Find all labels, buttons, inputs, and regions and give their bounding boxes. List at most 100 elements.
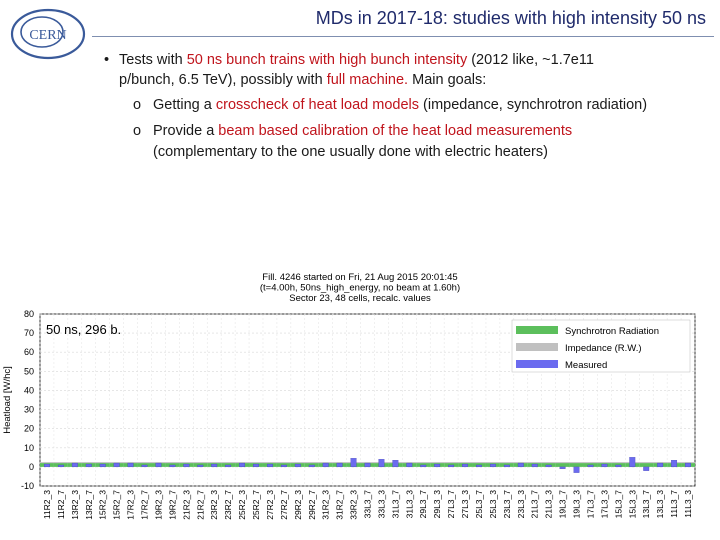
bar-impedance — [360, 462, 375, 464]
bar-impedance — [653, 462, 668, 464]
bar-measured — [420, 464, 427, 468]
bar-impedance — [569, 462, 584, 464]
x-tick-label: 21R2_3 — [181, 490, 191, 520]
bar-impedance — [221, 462, 236, 464]
bar-impedance — [290, 462, 305, 464]
bar-measured — [169, 464, 176, 468]
bar-impedance — [318, 462, 333, 464]
chart-annotation: 50 ns, 296 b. — [46, 322, 121, 337]
bar-impedance — [513, 462, 528, 464]
x-tick-label: 25R2_7 — [251, 490, 261, 520]
x-tick-label: 21R2_7 — [195, 490, 205, 520]
bar-impedance — [151, 462, 166, 464]
bar-impedance — [81, 462, 96, 464]
bar-measured — [197, 464, 204, 468]
bar-measured — [657, 462, 664, 468]
bar-measured — [336, 462, 343, 468]
bar-impedance — [639, 462, 654, 464]
bar-impedance — [583, 462, 598, 464]
bar-impedance — [137, 462, 152, 464]
bar-impedance — [40, 462, 54, 464]
sub-bullet-marker-1: o — [133, 97, 142, 113]
x-tick-label: 25R2_3 — [237, 490, 247, 520]
bar-measured — [545, 464, 552, 468]
bar-measured — [615, 464, 622, 468]
x-tick-label: 19R2_7 — [167, 490, 177, 520]
x-tick-label: 13R2_3 — [70, 490, 80, 520]
bar-impedance — [304, 462, 319, 464]
bar-measured — [44, 463, 50, 468]
bar-measured — [364, 462, 371, 468]
bar-measured — [211, 463, 218, 468]
bar-impedance — [67, 462, 82, 464]
bullet-line-1: Tests with 50 ns bunch trains with high … — [119, 50, 594, 70]
bullet-text-2: (2012 like, ~1.7e11 — [467, 52, 594, 68]
bar-impedance — [207, 462, 222, 464]
x-tick-label: 21L3_3 — [544, 490, 554, 519]
bar-measured — [462, 463, 468, 468]
sub2-text-1: Provide a — [153, 123, 219, 139]
y-tick-label: 70 — [24, 328, 34, 338]
bar-measured — [267, 463, 273, 468]
y-tick-label: -10 — [21, 481, 34, 491]
bar-impedance — [541, 462, 556, 464]
y-tick-label: 20 — [24, 424, 34, 434]
x-tick-label: 27R2_3 — [265, 490, 275, 520]
bar-measured — [517, 462, 524, 468]
x-tick-label: 25L3_3 — [488, 490, 498, 519]
x-tick-label: 33L3_7 — [363, 490, 373, 519]
x-tick-label: 11R2_3 — [42, 490, 52, 519]
bar-measured — [155, 462, 162, 468]
bar-impedance — [179, 462, 194, 464]
title-divider — [92, 36, 714, 37]
bar-impedance — [332, 462, 347, 464]
x-tick-label: 29R2_7 — [307, 490, 317, 520]
x-tick-label: 29L3_7 — [418, 490, 428, 519]
bar-measured — [448, 464, 455, 468]
x-tick-label: 13L3_7 — [641, 490, 651, 519]
bar-impedance — [165, 462, 180, 464]
bar-impedance — [402, 462, 417, 464]
bar-measured — [573, 466, 580, 473]
bar-impedance — [109, 462, 124, 464]
bullet-highlight-1: 50 ns bunch trains with high bunch inten… — [186, 52, 468, 68]
sub-bullet-2: Provide a beam based calibration of the … — [153, 121, 572, 141]
legend-label: Impedance (R.W.) — [565, 343, 642, 354]
bar-impedance — [444, 462, 459, 464]
x-tick-label: 29L3_3 — [432, 490, 442, 519]
x-tick-label: 27R2_7 — [279, 490, 289, 520]
x-tick-label: 23R2_3 — [209, 490, 219, 520]
heatload-chart: Fill. 4246 started on Fri, 21 Aug 2015 2… — [2, 272, 696, 520]
bar-measured — [57, 464, 64, 468]
bar-measured — [601, 463, 608, 468]
bar-measured — [643, 466, 650, 471]
y-tick-label: 60 — [24, 347, 34, 357]
bar-impedance — [555, 462, 570, 464]
bar-measured — [99, 463, 106, 468]
x-tick-label: 21L3_7 — [530, 490, 540, 519]
x-tick-label: 17R2_7 — [140, 490, 150, 520]
y-axis-label: Heatload [W/hc] — [2, 366, 13, 434]
bar-impedance — [458, 462, 473, 464]
bar-impedance — [597, 462, 612, 464]
bullet-line-2: p/bunch, 6.5 TeV), possibly with full ma… — [119, 70, 486, 90]
x-tick-label: 13L3_3 — [655, 490, 665, 519]
sub-bullet-1: Getting a crosscheck of heat load models… — [153, 95, 647, 115]
x-tick-label: 27L3_7 — [446, 490, 456, 519]
x-tick-label: 17L3_7 — [585, 490, 595, 519]
bullet-text-1: Tests with — [119, 52, 187, 68]
slide-title: MDs in 2017-18: studies with high intens… — [315, 8, 706, 28]
bar-impedance — [681, 462, 695, 464]
bar-measured — [685, 462, 691, 468]
y-tick-label: 80 — [24, 309, 34, 319]
bullet-text-4: Main goals: — [408, 72, 487, 88]
bar-impedance — [235, 462, 250, 464]
bar-impedance — [499, 462, 514, 464]
bar-measured — [308, 464, 315, 468]
y-tick-label: 30 — [24, 405, 34, 415]
bar-impedance — [193, 462, 208, 464]
y-tick-label: 50 — [24, 366, 34, 376]
bar-measured — [503, 464, 510, 468]
bar-impedance — [95, 462, 110, 464]
sub1-highlight: crosscheck of heat load models — [215, 97, 419, 113]
